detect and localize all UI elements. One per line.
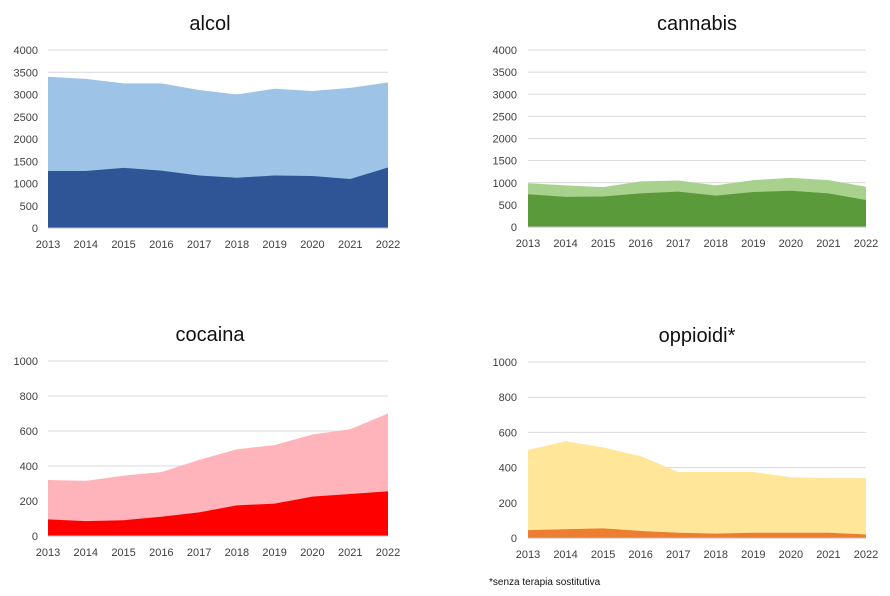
- x-tick-label: 2021: [338, 547, 362, 559]
- area-series-1: [528, 190, 866, 227]
- chart-1: 0 500 1000 1500 2000 2500 3000 3500 4000 2013 2014…: [493, 13, 879, 250]
- x-tick-label: 2014: [553, 238, 577, 250]
- y-tick-label: 1000: [14, 356, 38, 368]
- chart-2: 0 200 400 600 800 1000 2013 2014 2015 2016 2017 201…: [14, 324, 401, 559]
- y-tick-label: 4000: [14, 45, 38, 57]
- footnote: *senza terapia sostitutiva: [489, 577, 601, 588]
- x-tick-label: 2019: [741, 238, 765, 250]
- x-tick-label: 2016: [628, 238, 652, 250]
- x-tick-label: 2022: [376, 239, 400, 251]
- x-tick-label: 2022: [854, 549, 878, 561]
- y-tick-label: 1500: [14, 156, 38, 168]
- chart-title: cannabis: [657, 13, 737, 35]
- y-tick-label: 600: [499, 427, 517, 439]
- y-tick-label: 2000: [14, 134, 38, 146]
- y-tick-label: 2500: [493, 111, 517, 123]
- x-tick-label: 2015: [111, 239, 135, 251]
- y-tick-label: 400: [20, 461, 38, 473]
- x-tick-label: 2022: [854, 238, 878, 250]
- chart-3: 0 200 400 600 800 1000 2013 2014 2015 2016 2017 201…: [493, 325, 879, 561]
- x-tick-label: 2021: [816, 549, 840, 561]
- x-tick-label: 2018: [704, 549, 728, 561]
- x-tick-label: 2017: [187, 239, 211, 251]
- area-series-1: [48, 491, 388, 536]
- x-tick-label: 2020: [779, 238, 803, 250]
- x-tick-label: 2019: [741, 549, 765, 561]
- x-tick-label: 2017: [666, 238, 690, 250]
- x-tick-label: 2018: [225, 547, 249, 559]
- x-tick-label: 2013: [36, 239, 60, 251]
- y-tick-label: 4000: [493, 45, 517, 57]
- x-tick-label: 2013: [36, 547, 60, 559]
- y-tick-label: 1000: [14, 179, 38, 191]
- x-tick-label: 2020: [779, 549, 803, 561]
- y-tick-label: 0: [32, 531, 38, 543]
- y-tick-label: 1500: [493, 156, 517, 168]
- y-tick-label: 0: [32, 223, 38, 235]
- y-tick-label: 500: [20, 201, 38, 213]
- x-tick-label: 2017: [666, 549, 690, 561]
- area-series-0: [528, 441, 866, 538]
- y-tick-label: 500: [499, 200, 517, 212]
- chart-title: cocaina: [176, 324, 246, 346]
- x-tick-label: 2017: [187, 547, 211, 559]
- x-tick-label: 2018: [225, 239, 249, 251]
- x-tick-label: 2022: [376, 547, 400, 559]
- x-tick-label: 2014: [553, 549, 577, 561]
- y-tick-label: 0: [511, 222, 517, 234]
- x-tick-label: 2015: [591, 549, 615, 561]
- x-tick-label: 2015: [111, 547, 135, 559]
- y-tick-label: 400: [499, 463, 517, 475]
- x-tick-label: 2016: [628, 549, 652, 561]
- y-tick-label: 3500: [493, 67, 517, 79]
- chart-0: 0 500 1000 1500 2000 2500 3000 3500 4000 2013 2014…: [14, 13, 401, 251]
- chart-title: oppioidi*: [659, 325, 736, 347]
- y-tick-label: 200: [499, 498, 517, 510]
- x-tick-label: 2019: [262, 547, 286, 559]
- y-tick-label: 2000: [493, 134, 517, 146]
- y-tick-label: 0: [511, 533, 517, 545]
- x-tick-label: 2019: [262, 239, 286, 251]
- chart-title: alcol: [189, 13, 230, 35]
- x-tick-label: 2013: [516, 238, 540, 250]
- y-tick-label: 3000: [14, 90, 38, 102]
- area-series-1: [528, 528, 866, 538]
- area-series-1: [48, 167, 388, 228]
- x-tick-label: 2013: [516, 549, 540, 561]
- y-tick-label: 1000: [493, 178, 517, 190]
- x-tick-label: 2016: [149, 239, 173, 251]
- x-tick-label: 2014: [74, 239, 98, 251]
- y-tick-label: 600: [20, 426, 38, 438]
- x-tick-label: 2020: [300, 239, 324, 251]
- y-tick-label: 3000: [493, 89, 517, 101]
- x-tick-label: 2014: [74, 547, 98, 559]
- x-tick-label: 2015: [591, 238, 615, 250]
- y-tick-label: 1000: [493, 357, 517, 369]
- y-tick-label: 200: [20, 496, 38, 508]
- x-tick-label: 2021: [816, 238, 840, 250]
- x-tick-label: 2018: [704, 238, 728, 250]
- y-tick-label: 800: [20, 391, 38, 403]
- y-tick-label: 2500: [14, 112, 38, 124]
- x-tick-label: 2016: [149, 547, 173, 559]
- x-tick-label: 2020: [300, 547, 324, 559]
- y-tick-label: 3500: [14, 67, 38, 79]
- x-tick-label: 2021: [338, 239, 362, 251]
- y-tick-label: 800: [499, 392, 517, 404]
